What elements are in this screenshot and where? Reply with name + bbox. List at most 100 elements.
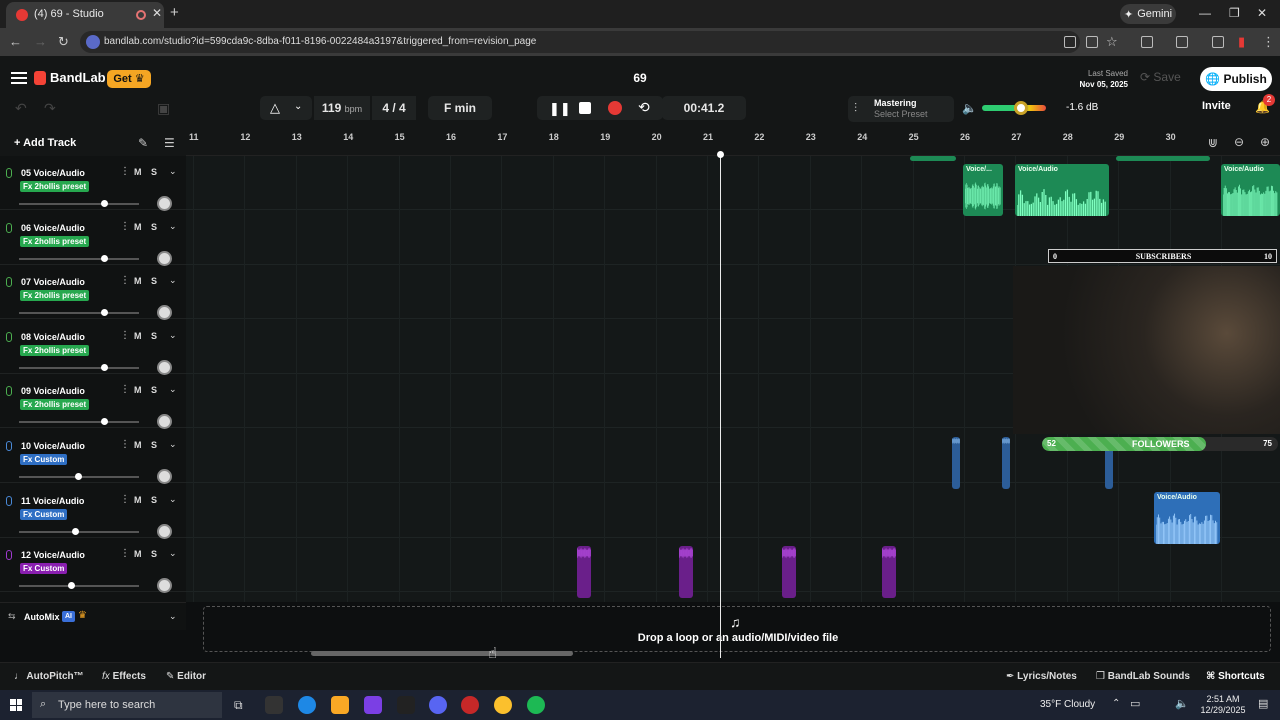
track-header[interactable]: 08 Voice/Audio Fx 2hollis preset ⋮ M S ⌄	[0, 320, 186, 375]
audio-clip[interactable]	[782, 546, 796, 599]
track-menu-icon[interactable]: ⋮	[120, 548, 130, 560]
track-volume-slider[interactable]	[19, 366, 139, 369]
horizontal-scrollbar[interactable]	[311, 651, 573, 656]
audio-clip[interactable]	[882, 546, 896, 599]
chrome-icon[interactable]	[494, 696, 512, 714]
track-lane[interactable]	[186, 484, 1280, 538]
mute-button[interactable]: M	[134, 385, 142, 396]
speaker-icon[interactable]: 🔈	[962, 101, 977, 115]
chevron-down-icon[interactable]: ⌄	[169, 220, 177, 231]
zoom-out-icon[interactable]: ⊖	[1234, 135, 1245, 149]
audio-clip[interactable]	[952, 437, 960, 489]
track-lane[interactable]	[186, 538, 1280, 593]
solo-button[interactable]: S	[151, 276, 158, 287]
mastering-button[interactable]: ⫶ Mastering Select Preset	[848, 96, 954, 122]
track-volume-slider[interactable]	[19, 530, 139, 533]
track-fx-badge[interactable]: Fx 2hollis preset	[20, 399, 90, 411]
drop-zone[interactable]: ♫ Drop a loop or an audio/MIDI/video fil…	[203, 606, 1271, 652]
track-name[interactable]: 06 Voice/Audio	[21, 222, 85, 233]
restore-icon[interactable]: ❐	[1229, 6, 1240, 20]
audio-clip[interactable]: Voice/...	[963, 164, 1003, 216]
pencil-icon[interactable]: ✎	[138, 136, 149, 150]
track-volume-slider[interactable]	[19, 203, 139, 205]
chevron-down-icon[interactable]: ⌄	[169, 493, 177, 504]
key-field[interactable]: F min	[428, 96, 492, 120]
solo-button[interactable]: S	[151, 440, 158, 450]
track-pan-knob[interactable]	[157, 578, 172, 594]
track-lane[interactable]	[186, 320, 1280, 374]
app-icon-2[interactable]	[397, 696, 415, 714]
forward-icon[interactable]: →	[34, 34, 47, 49]
track-name[interactable]: 11 Voice/Audio	[21, 495, 85, 506]
bandlab-sounds-button[interactable]: ❒ BandLab Sounds	[1096, 671, 1190, 682]
save-button[interactable]: ⟳ Save	[1140, 70, 1181, 84]
track-header[interactable]: 05 Voice/Audio Fx 2hollis preset ⋮ M S ⌄	[0, 156, 186, 211]
track-menu-icon[interactable]: ⋮	[120, 384, 130, 396]
add-track-button[interactable]: + Add Track	[14, 137, 77, 149]
track-lane[interactable]	[186, 374, 1280, 429]
windows-start-icon[interactable]	[10, 699, 22, 711]
file-explorer-icon[interactable]	[331, 696, 349, 714]
profile-icon[interactable]: ▮	[1238, 34, 1246, 49]
track-name[interactable]: 12 Voice/Audio	[21, 550, 85, 561]
audio-clip[interactable]	[1116, 156, 1210, 161]
track-fx-badge[interactable]: Fx Custom	[20, 563, 68, 575]
track-volume-slider[interactable]	[19, 421, 139, 424]
solo-button[interactable]: S	[151, 494, 158, 505]
media-icon[interactable]	[1212, 36, 1224, 48]
taskbar-search[interactable]: ⌕ Type here to search	[32, 692, 222, 718]
track-volume-knob[interactable]	[101, 254, 109, 262]
audio-clip[interactable]: Voice/Audio	[1154, 491, 1220, 544]
reload-icon[interactable]: ↻	[58, 34, 69, 49]
chevron-down-icon[interactable]: ⌄	[169, 329, 177, 340]
chevron-down-icon[interactable]: ⌄	[169, 384, 177, 395]
track-pan-knob[interactable]	[157, 523, 172, 539]
track-header[interactable]: 11 Voice/Audio Fx Custom ⋮ M S ⌄	[0, 484, 186, 539]
solo-button[interactable]: S	[151, 167, 158, 177]
track-lane[interactable]	[186, 265, 1280, 320]
extensions-icon[interactable]	[1141, 36, 1153, 48]
track-pan-knob[interactable]	[157, 359, 172, 375]
track-name[interactable]: 10 Voice/Audio	[21, 441, 85, 451]
track-volume-slider[interactable]	[19, 257, 139, 260]
time-display[interactable]: 00:41.2	[662, 96, 746, 120]
get-membership-button[interactable]: Get ♛	[107, 70, 151, 88]
chevron-down-icon[interactable]: ⌄	[169, 439, 177, 449]
automix-row[interactable]: ⇆ AutoMix AI ♛ ⌄	[0, 602, 186, 630]
solo-button[interactable]: S	[151, 385, 158, 396]
playhead-handle[interactable]	[717, 151, 724, 158]
gemini-button[interactable]: ✦ Gemini	[1120, 4, 1176, 24]
track-volume-knob[interactable]	[72, 527, 80, 535]
track-volume-knob[interactable]	[101, 418, 109, 426]
bookmark-star-icon[interactable]: ☆	[1106, 34, 1118, 49]
timeline-ruler[interactable]: 11 12 13 14 15 16 17 18 19 20 21 22 23 24 25 26 27 28 29 30…	[186, 130, 1280, 156]
browser-menu-icon[interactable]: ⋮	[1262, 34, 1275, 49]
redo-icon[interactable]: ↷	[44, 100, 56, 116]
autopitch-button[interactable]: ♩ AutoPitch™	[14, 671, 84, 682]
project-title[interactable]: 69	[633, 71, 647, 85]
task-view-icon[interactable]: ⧉	[234, 698, 243, 712]
taskbar-clock[interactable]: 2:51 AM 12/29/2025	[1200, 694, 1246, 715]
track-menu-icon[interactable]: ⋮	[120, 493, 130, 505]
time-signature-field[interactable]: 4 / 4	[372, 96, 416, 120]
track-menu-icon[interactable]: ⋮	[120, 439, 130, 450]
close-tab-icon[interactable]: ✕	[152, 6, 163, 20]
mute-button[interactable]: M	[134, 440, 142, 450]
reading-mode-icon[interactable]	[1064, 36, 1076, 48]
track-volume-knob[interactable]	[74, 473, 82, 480]
track-header[interactable]: 09 Voice/Audio Fx 2hollis preset ⋮ M S ⌄	[0, 374, 186, 430]
tempo-field[interactable]: 119 bpm	[314, 96, 370, 120]
track-name[interactable]: 09 Voice/Audio	[21, 386, 85, 397]
track-fx-badge[interactable]: Fx Custom	[20, 454, 68, 465]
track-fx-badge[interactable]: Fx Custom	[20, 508, 68, 520]
sidepanel-icon[interactable]	[1176, 36, 1188, 48]
notifications-icon[interactable]: ▤	[1258, 698, 1269, 710]
chevron-down-icon[interactable]: ⌄	[169, 275, 177, 286]
mute-button[interactable]: M	[134, 276, 142, 287]
track-lane[interactable]	[186, 156, 1280, 210]
audio-clip[interactable]	[577, 546, 591, 599]
chevron-down-icon[interactable]: ⌄	[169, 611, 177, 621]
track-lane[interactable]	[186, 429, 1280, 483]
track-settings-icon[interactable]: ☰	[164, 136, 175, 150]
chevron-down-icon[interactable]: ⌄	[169, 548, 177, 559]
